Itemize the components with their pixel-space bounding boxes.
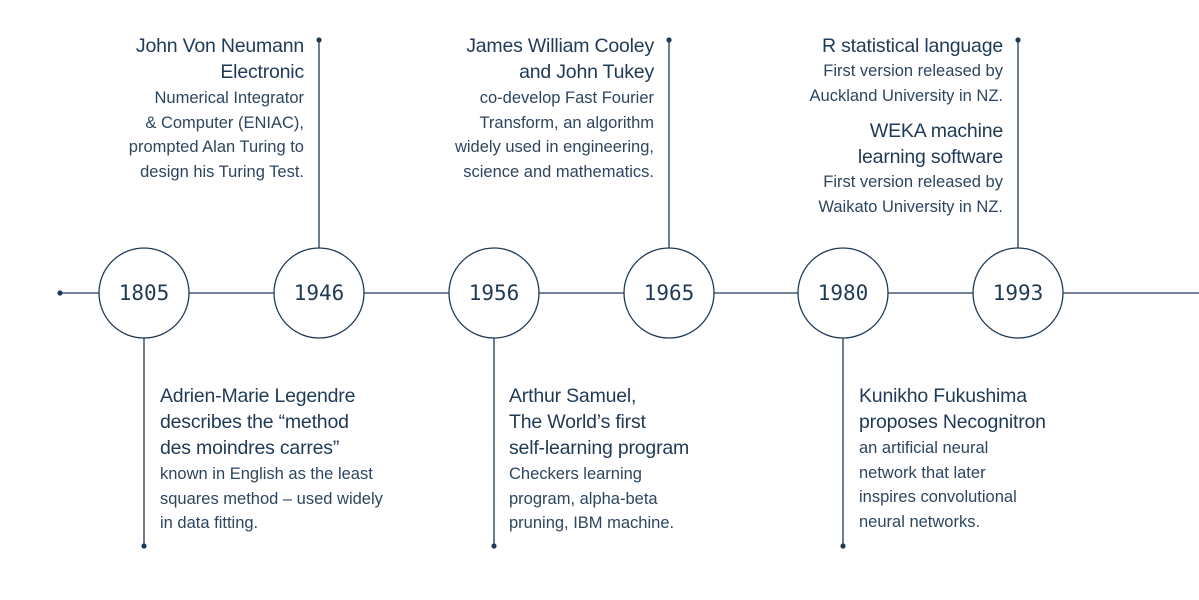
node-1980 xyxy=(797,247,889,339)
event-text-line: an artificial neural xyxy=(859,439,989,457)
event-description: First version released by Waikato Univer… xyxy=(703,170,1003,219)
event-title-line: The World’s first xyxy=(509,411,646,433)
event-text-line: prompted Alan Turing to xyxy=(128,138,304,156)
event-title-line: John Von Neumann xyxy=(135,35,304,57)
connector-end-dot-1965 xyxy=(666,37,672,43)
event-title-line: describes the “method xyxy=(160,411,349,433)
event-text-line: neural networks. xyxy=(859,512,981,531)
event-title-line: Adrien-Marie Legendre xyxy=(160,385,356,407)
event-title: Adrien-Marie Legendre describes the “met… xyxy=(160,383,460,461)
event-text-line: inspires convolutional xyxy=(859,488,1017,506)
event-text-line: squares method – used widely xyxy=(160,489,383,508)
event-title: R statistical language xyxy=(703,33,1003,59)
event-text-line: First version released by xyxy=(823,62,1003,80)
node-1993 xyxy=(972,247,1064,339)
event-description: an artificial neural network that later … xyxy=(859,436,1159,534)
event-1993: R statistical language First version rel… xyxy=(703,33,1004,219)
event-text-line: Auckland University in NZ. xyxy=(809,86,1003,105)
node-1965 xyxy=(623,247,715,339)
axis-start-dot xyxy=(57,290,63,296)
node-1946 xyxy=(273,247,365,339)
event-title-line: WEKA machine xyxy=(869,120,1003,142)
event-title-line: James William Cooley xyxy=(466,35,654,57)
event-description: known in English as the least squares me… xyxy=(160,462,460,536)
event-text-line: Waikato University in NZ. xyxy=(818,197,1003,216)
event-title-line: R statistical language xyxy=(822,35,1003,57)
event-title: WEKA machine learning software xyxy=(703,118,1003,170)
event-title: Kunikho Fukushima proposes Necognitron xyxy=(859,383,1159,435)
event-text-line: in data fitting. xyxy=(160,514,259,532)
event-text-line: science and mathematics. xyxy=(463,162,654,181)
event-title-line: self-learning program xyxy=(509,437,690,459)
event-text-line: widely used in engineering, xyxy=(454,138,654,156)
node-label-1805: 1805 xyxy=(119,281,170,305)
connector-end-dot-1956 xyxy=(491,543,497,549)
event-description: co-develop Fast Fourier Transform, an al… xyxy=(354,86,654,184)
event-title-line: learning software xyxy=(857,146,1003,168)
event-title: James William Cooley and John Tukey xyxy=(354,33,654,85)
node-label-1993: 1993 xyxy=(993,281,1044,305)
event-text-line: Checkers learning xyxy=(509,465,642,483)
connector-end-dot-1805 xyxy=(141,543,147,549)
event-text-line: & Computer (ENIAC), xyxy=(145,113,304,132)
event-description: Numerical Integrator & Computer (ENIAC),… xyxy=(44,86,304,184)
event-title-line: Electronic xyxy=(220,61,304,83)
node-1805 xyxy=(98,247,190,339)
connector-end-dot-1980 xyxy=(840,543,846,549)
event-text-line: Numerical Integrator xyxy=(154,89,304,107)
event-title: Arthur Samuel, The World’s first self-le… xyxy=(509,383,809,461)
event-text-line: network that later xyxy=(859,463,986,482)
event-title-line: proposes Necognitron xyxy=(859,411,1046,433)
event-1980: Kunikho Fukushima proposes Necognitron a… xyxy=(859,383,1159,534)
event-text-line: known in English as the least xyxy=(160,465,373,483)
node-label-1956: 1956 xyxy=(469,281,520,305)
connector-end-dot-1993 xyxy=(1015,37,1021,43)
event-1805: Adrien-Marie Legendre describes the “met… xyxy=(160,383,460,536)
event-text-line: First version released by xyxy=(823,173,1003,191)
event-description: First version released by Auckland Unive… xyxy=(703,59,1003,108)
event-title-line: des moindres carres” xyxy=(160,437,340,459)
event-title: John Von Neumann Electronic xyxy=(44,33,304,85)
event-text-line: pruning, IBM machine. xyxy=(509,514,675,532)
event-description: Checkers learning program, alpha-beta pr… xyxy=(509,462,809,536)
event-text-line: Transform, an algorithm xyxy=(479,113,654,132)
event-1946: John Von Neumann Electronic Numerical In… xyxy=(44,33,304,184)
event-1956: Arthur Samuel, The World’s first self-le… xyxy=(509,383,809,536)
event-title-line: and John Tukey xyxy=(519,61,654,83)
event-1965: James William Cooley and John Tukey co-d… xyxy=(354,33,654,184)
connector-end-dot-1946 xyxy=(316,37,322,43)
event-text-line: design his Turing Test. xyxy=(140,162,304,181)
node-label-1965: 1965 xyxy=(644,281,695,305)
event-text-line: program, alpha-beta xyxy=(509,489,658,508)
node-1956 xyxy=(448,247,540,339)
event-title-line: Arthur Samuel, xyxy=(509,385,637,407)
event-text-line: co-develop Fast Fourier xyxy=(479,89,654,107)
event-title-line: Kunikho Fukushima xyxy=(859,385,1027,407)
node-label-1980: 1980 xyxy=(818,281,869,305)
node-label-1946: 1946 xyxy=(294,281,345,305)
